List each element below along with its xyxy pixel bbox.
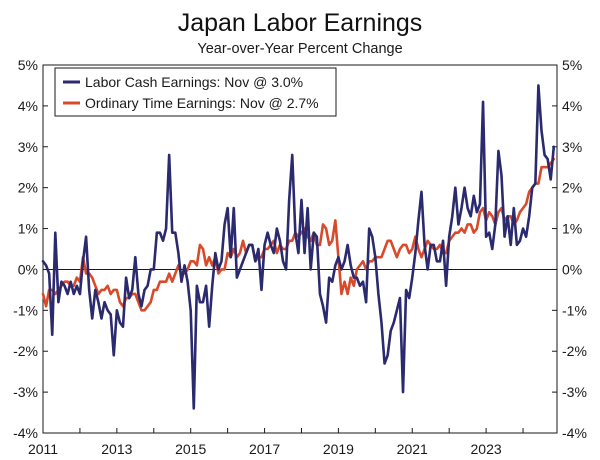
legend-label-ordinary-time: Ordinary Time Earnings: Nov @ 2.7% — [85, 95, 319, 111]
x-tick-label: 2015 — [175, 441, 206, 457]
legend-label-labor-cash: Labor Cash Earnings: Nov @ 3.0% — [85, 74, 303, 90]
axes-group: 5% 5% 4% 4% 3% 3% 2% 2% 1% 1% 0% 0% -1% -1% -2% -2% -3% -… — [13, 57, 587, 457]
x-tick-label: 2013 — [101, 441, 132, 457]
x-tick-label: 2017 — [249, 441, 280, 457]
x-tick-label: 2021 — [397, 441, 428, 457]
y-tick-label-left: -1% — [13, 302, 38, 318]
y-tick-label-right: 1% — [562, 221, 582, 237]
series-lines — [41, 84, 556, 410]
legend-box — [54, 67, 337, 117]
y-tick-label-right: 2% — [562, 180, 582, 196]
x-tick-label: 2023 — [471, 441, 502, 457]
chart-title: Japan Labor Earnings — [178, 9, 423, 37]
y-tick-label-left: -3% — [13, 384, 38, 400]
y-tick-label-right: 3% — [562, 139, 582, 155]
y-tick-label-left: 1% — [18, 221, 38, 237]
y-tick-label-left: 3% — [18, 139, 38, 155]
y-tick-label-left: 4% — [18, 98, 38, 114]
y-tick-label-left: 2% — [18, 180, 38, 196]
y-tick-label-right: -2% — [562, 343, 587, 359]
y-tick-label-right: 5% — [562, 57, 582, 73]
y-tick-label-left: 0% — [18, 261, 38, 277]
y-tick-label-left: 5% — [18, 57, 38, 73]
y-tick-label-right: -4% — [562, 425, 587, 441]
x-tick-label: 2011 — [28, 441, 58, 457]
series-line-labor-cash-earnings — [41, 84, 556, 410]
y-tick-label-right: -1% — [562, 302, 587, 318]
y-tick-label-left: -4% — [13, 425, 38, 441]
y-tick-label-right: -3% — [562, 384, 587, 400]
y-tick-label-right: 0% — [562, 261, 582, 277]
x-tick-label: 2019 — [323, 441, 354, 457]
legend: Labor Cash Earnings: Nov @ 3.0% Ordinary… — [54, 67, 337, 117]
chart-subtitle: Year-over-Year Percent Change — [197, 41, 402, 57]
plot-frame — [42, 64, 558, 434]
y-tick-label-left: -2% — [13, 343, 38, 359]
y-tick-label-right: 4% — [562, 98, 582, 114]
